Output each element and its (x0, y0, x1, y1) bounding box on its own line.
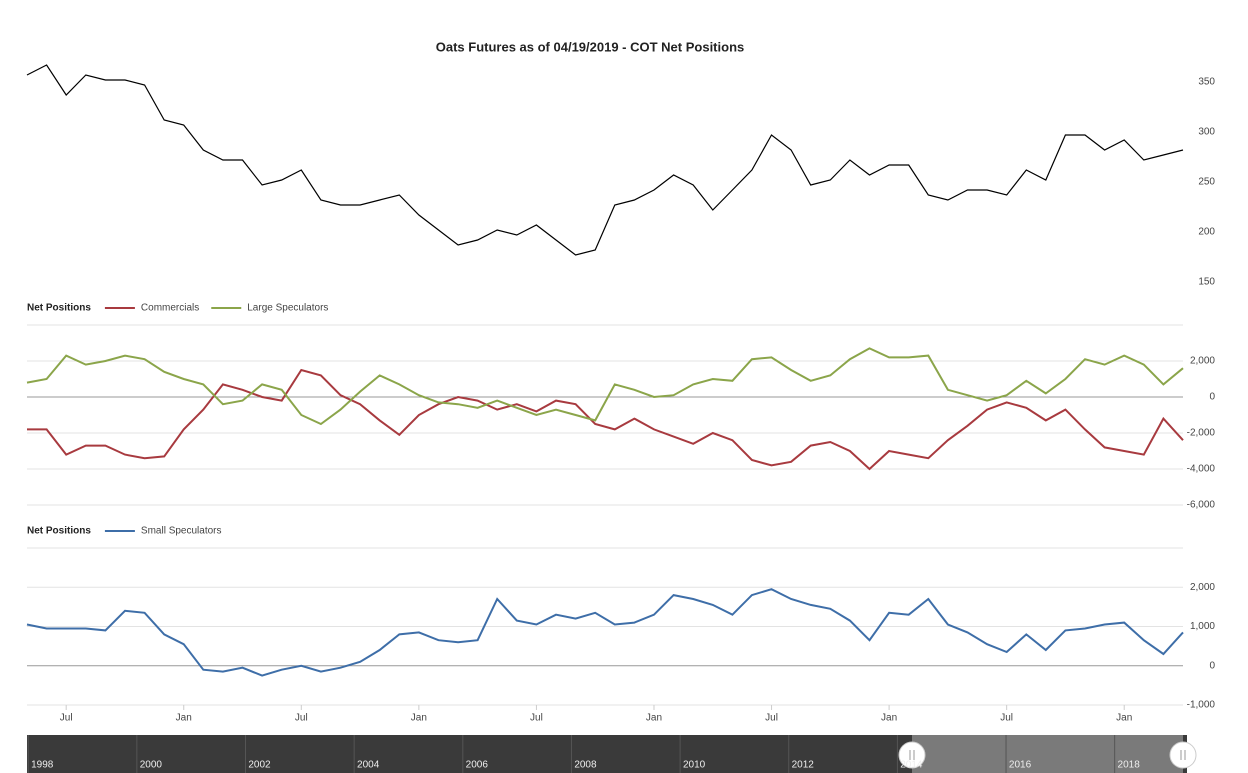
x-tick-label: Jul (295, 713, 308, 724)
navigator-tick-label: 2014 (900, 760, 923, 771)
legend-label: Commercials (141, 303, 199, 314)
navigator-handle[interactable] (1169, 741, 1197, 769)
chart-title: Oats Futures as of 04/19/2019 - COT Net … (436, 39, 744, 54)
navigator-selection[interactable] (912, 735, 1183, 773)
legend-title: Net Positions (27, 303, 91, 314)
navigator-handle[interactable] (898, 741, 926, 769)
x-tick-label: Jul (530, 713, 543, 724)
navigator-tick-label: 2010 (683, 760, 706, 771)
navigator-tick-label: 2012 (792, 760, 815, 771)
x-tick-label: Jan (881, 713, 897, 724)
y-tick-label: 250 (1198, 177, 1215, 188)
y-tick-label: 2,000 (1190, 582, 1215, 593)
y-tick-label: 200 (1198, 227, 1215, 238)
legend-label: Small Speculators (141, 526, 222, 537)
navigator-tick-label: 2000 (140, 760, 163, 771)
x-tick-label: Jul (1000, 713, 1013, 724)
x-tick-label: Jul (765, 713, 778, 724)
x-tick-label: Jan (1116, 713, 1132, 724)
navigator-tick-label: 2006 (466, 760, 489, 771)
y-tick-label: -1,000 (1187, 700, 1216, 711)
x-tick-label: Jan (646, 713, 662, 724)
navigator-tick-label: 2002 (248, 760, 271, 771)
series-line (27, 368, 1184, 471)
legend-title: Net Positions (27, 526, 91, 537)
y-tick-label: -6,000 (1187, 500, 1216, 511)
navigator-tick-label: 2016 (1009, 760, 1032, 771)
y-tick-label: 0 (1209, 660, 1215, 671)
navigator-tick-label: 2008 (574, 760, 597, 771)
navigator-tick-label: 2018 (1118, 760, 1141, 771)
y-tick-label: 2,000 (1190, 356, 1215, 367)
series-line (26, 588, 1184, 677)
x-tick-label: Jul (60, 713, 73, 724)
y-tick-label: 150 (1198, 277, 1215, 288)
y-tick-label: 0 (1209, 392, 1215, 403)
y-tick-label: -4,000 (1187, 464, 1216, 475)
y-tick-label: 1,000 (1190, 621, 1215, 632)
navigator-tick-label: 2004 (357, 760, 380, 771)
x-tick-label: Jan (176, 713, 192, 724)
series-line (26, 347, 1184, 426)
y-tick-label: 300 (1198, 127, 1215, 138)
series-line (26, 64, 1184, 256)
legend-label: Large Speculators (247, 303, 328, 314)
y-tick-label: 350 (1198, 77, 1215, 88)
y-tick-label: -2,000 (1187, 428, 1216, 439)
navigator-tick-label: 1998 (31, 760, 54, 771)
x-tick-label: Jan (411, 713, 427, 724)
